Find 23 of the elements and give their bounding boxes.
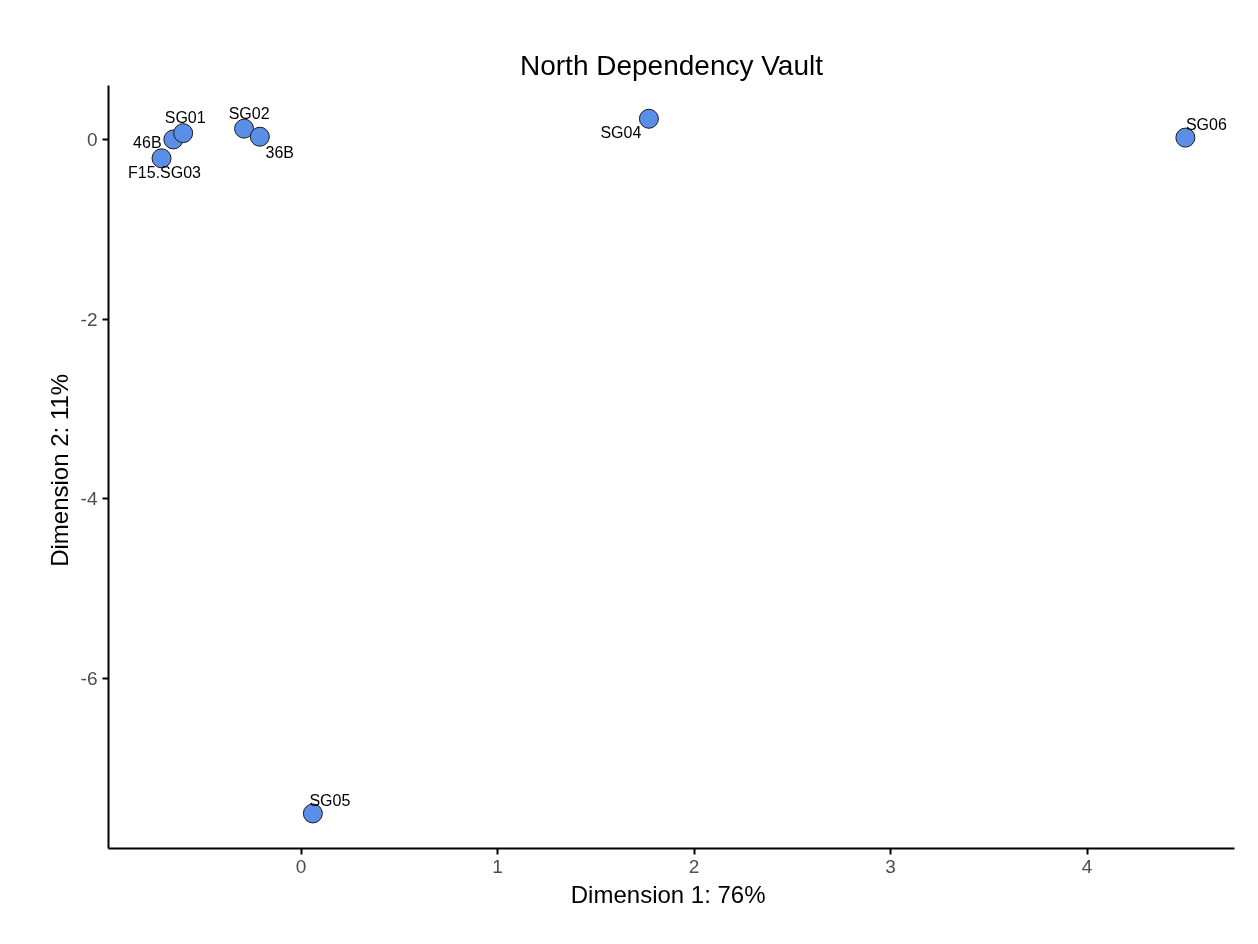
y-tick-label: -6	[80, 668, 98, 690]
series-label: 36B	[265, 144, 295, 162]
x-tick-label: 4	[1081, 855, 1093, 877]
point	[249, 126, 270, 147]
series-label: SG02	[228, 105, 270, 123]
y-tick-label: -2	[80, 308, 98, 330]
point	[173, 123, 194, 144]
x-tick-label: 3	[885, 855, 896, 877]
y-tick-label: 0	[86, 128, 98, 150]
series-label: 46B	[133, 133, 162, 151]
x-tick-label: 1	[492, 855, 503, 877]
series-label: SG06	[1185, 116, 1227, 134]
series-label: SG01	[164, 108, 206, 126]
x-tick-label: 2	[688, 855, 700, 877]
point	[234, 118, 255, 139]
series-label: F15.SG03	[128, 163, 202, 181]
y-axis-title: Dimension 2: 11%	[45, 373, 73, 567]
chart-title: North Dependency Vault	[520, 49, 824, 81]
series-label: SG05	[309, 791, 351, 809]
x-tick-label: 0	[295, 855, 307, 877]
x-axis-title: Dimension 1: 76%	[570, 880, 766, 908]
y-tick-label: -4	[80, 488, 98, 510]
series-label: SG04	[600, 124, 642, 142]
